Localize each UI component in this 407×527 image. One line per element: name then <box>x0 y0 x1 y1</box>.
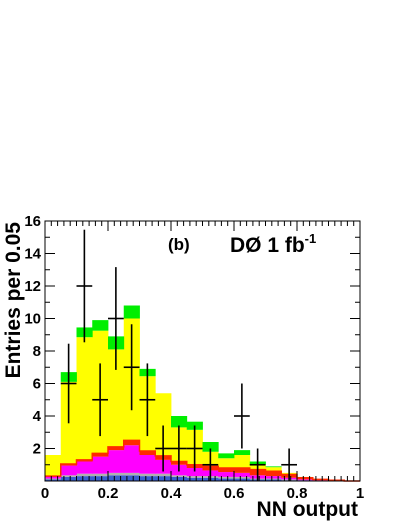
y-tick-label-7: 16 <box>24 213 41 230</box>
y-tick-label-4: 10 <box>24 311 41 328</box>
bar-series0-bin12 <box>234 478 251 481</box>
bar-series3-bin11 <box>218 468 235 473</box>
luminosity-main: DØ 1 fb <box>230 234 305 257</box>
bar-series0-bin5 <box>123 475 140 481</box>
bar-series4-bin4 <box>108 349 125 447</box>
bar-series5-bin14 <box>265 466 282 468</box>
bar-series5-bin11 <box>218 453 235 459</box>
bar-series0-bin3 <box>92 476 109 481</box>
bar-series4-bin0 <box>45 455 62 477</box>
bar-series5-bin12 <box>234 450 251 455</box>
bar-series0-bin1 <box>60 476 77 481</box>
bar-series3-bin1 <box>60 463 77 466</box>
bar-series2-bin1 <box>60 465 77 476</box>
bar-series3-bin14 <box>265 471 282 477</box>
x-tick-label-2: 0.4 <box>161 485 183 502</box>
bar-series3-bin2 <box>76 459 93 462</box>
x-tick-label-3: 0.6 <box>224 485 245 502</box>
bar-series1-bin3 <box>92 473 109 477</box>
bar-series2-bin6 <box>139 455 156 474</box>
bar-series2-bin16 <box>297 479 314 481</box>
y-tick-label-1: 4 <box>33 408 42 425</box>
bar-series1-bin7 <box>155 473 172 477</box>
bar-series5-bin10 <box>202 442 219 452</box>
y-tick-label-0: 2 <box>33 441 41 458</box>
bar-series4-bin11 <box>218 458 235 468</box>
bar-series0-bin8 <box>171 476 188 481</box>
bar-series2-bin0 <box>45 476 62 479</box>
y-tick-label-3: 8 <box>33 343 41 360</box>
bar-series3-bin4 <box>108 446 125 451</box>
x-axis-label: NN output <box>257 498 358 521</box>
x-tick-label-5: 1 <box>356 485 364 502</box>
x-tick-label-4: 0.8 <box>287 485 308 502</box>
bar-series5-bin8 <box>171 416 188 428</box>
x-tick-label-1: 0.2 <box>98 485 119 502</box>
bar-series1-bin9 <box>186 476 203 478</box>
bar-series1-bin0 <box>45 478 62 480</box>
luminosity-label: DØ 1 fb-1 <box>230 231 316 257</box>
bar-series3-bin3 <box>92 453 109 457</box>
panel-label: (b) <box>168 235 190 254</box>
luminosity-superscript: -1 <box>305 231 317 246</box>
bar-series2-bin5 <box>123 445 140 473</box>
bar-series1-bin12 <box>234 476 251 479</box>
bar-series3-bin5 <box>123 440 140 446</box>
bar-series0-bin9 <box>186 477 203 481</box>
bar-series2-bin12 <box>234 472 251 477</box>
bar-series2-bin14 <box>265 476 282 479</box>
bar-series2-bin9 <box>186 468 203 477</box>
bar-series1-bin1 <box>60 475 77 477</box>
bar-series4-bin2 <box>76 337 93 460</box>
bar-series0-bin0 <box>45 479 62 481</box>
bar-series2-bin2 <box>76 461 93 474</box>
bar-series3-bin6 <box>139 450 156 455</box>
bar-series5-bin3 <box>92 320 109 331</box>
bar-series5-bin5 <box>123 305 140 319</box>
bar-series2-bin11 <box>218 472 235 477</box>
bar-series2-bin3 <box>92 456 109 474</box>
y-tick-label-2: 6 <box>33 376 41 393</box>
bar-series2-bin4 <box>108 450 125 473</box>
y-tick-label-6: 14 <box>24 246 41 263</box>
bar-series0-bin2 <box>76 476 93 481</box>
bar-series1-bin11 <box>218 476 235 479</box>
bar-series1-bin5 <box>123 472 140 476</box>
y-tick-label-5: 12 <box>24 278 41 295</box>
y-axis-label: Entries per 0.05 <box>2 222 25 379</box>
bar-series4-bin7 <box>155 393 172 456</box>
bar-series0-bin11 <box>218 478 235 481</box>
bar-series0-bin7 <box>155 476 172 481</box>
bar-series1-bin4 <box>108 472 125 476</box>
bar-series0-bin4 <box>108 475 125 481</box>
bar-series0-bin14 <box>265 479 282 481</box>
bar-series3-bin16 <box>297 477 314 480</box>
bar-series1-bin6 <box>139 473 156 477</box>
bar-series1-bin8 <box>171 475 188 477</box>
x-tick-label-0: 0 <box>41 485 49 502</box>
bar-series3-bin12 <box>234 468 251 473</box>
bar-series1-bin2 <box>76 473 93 477</box>
bar-series1-bin14 <box>265 478 282 480</box>
bar-series4-bin14 <box>265 467 282 472</box>
bar-series0-bin6 <box>139 476 156 481</box>
data-points <box>60 229 297 481</box>
bar-series4-bin12 <box>234 455 251 468</box>
